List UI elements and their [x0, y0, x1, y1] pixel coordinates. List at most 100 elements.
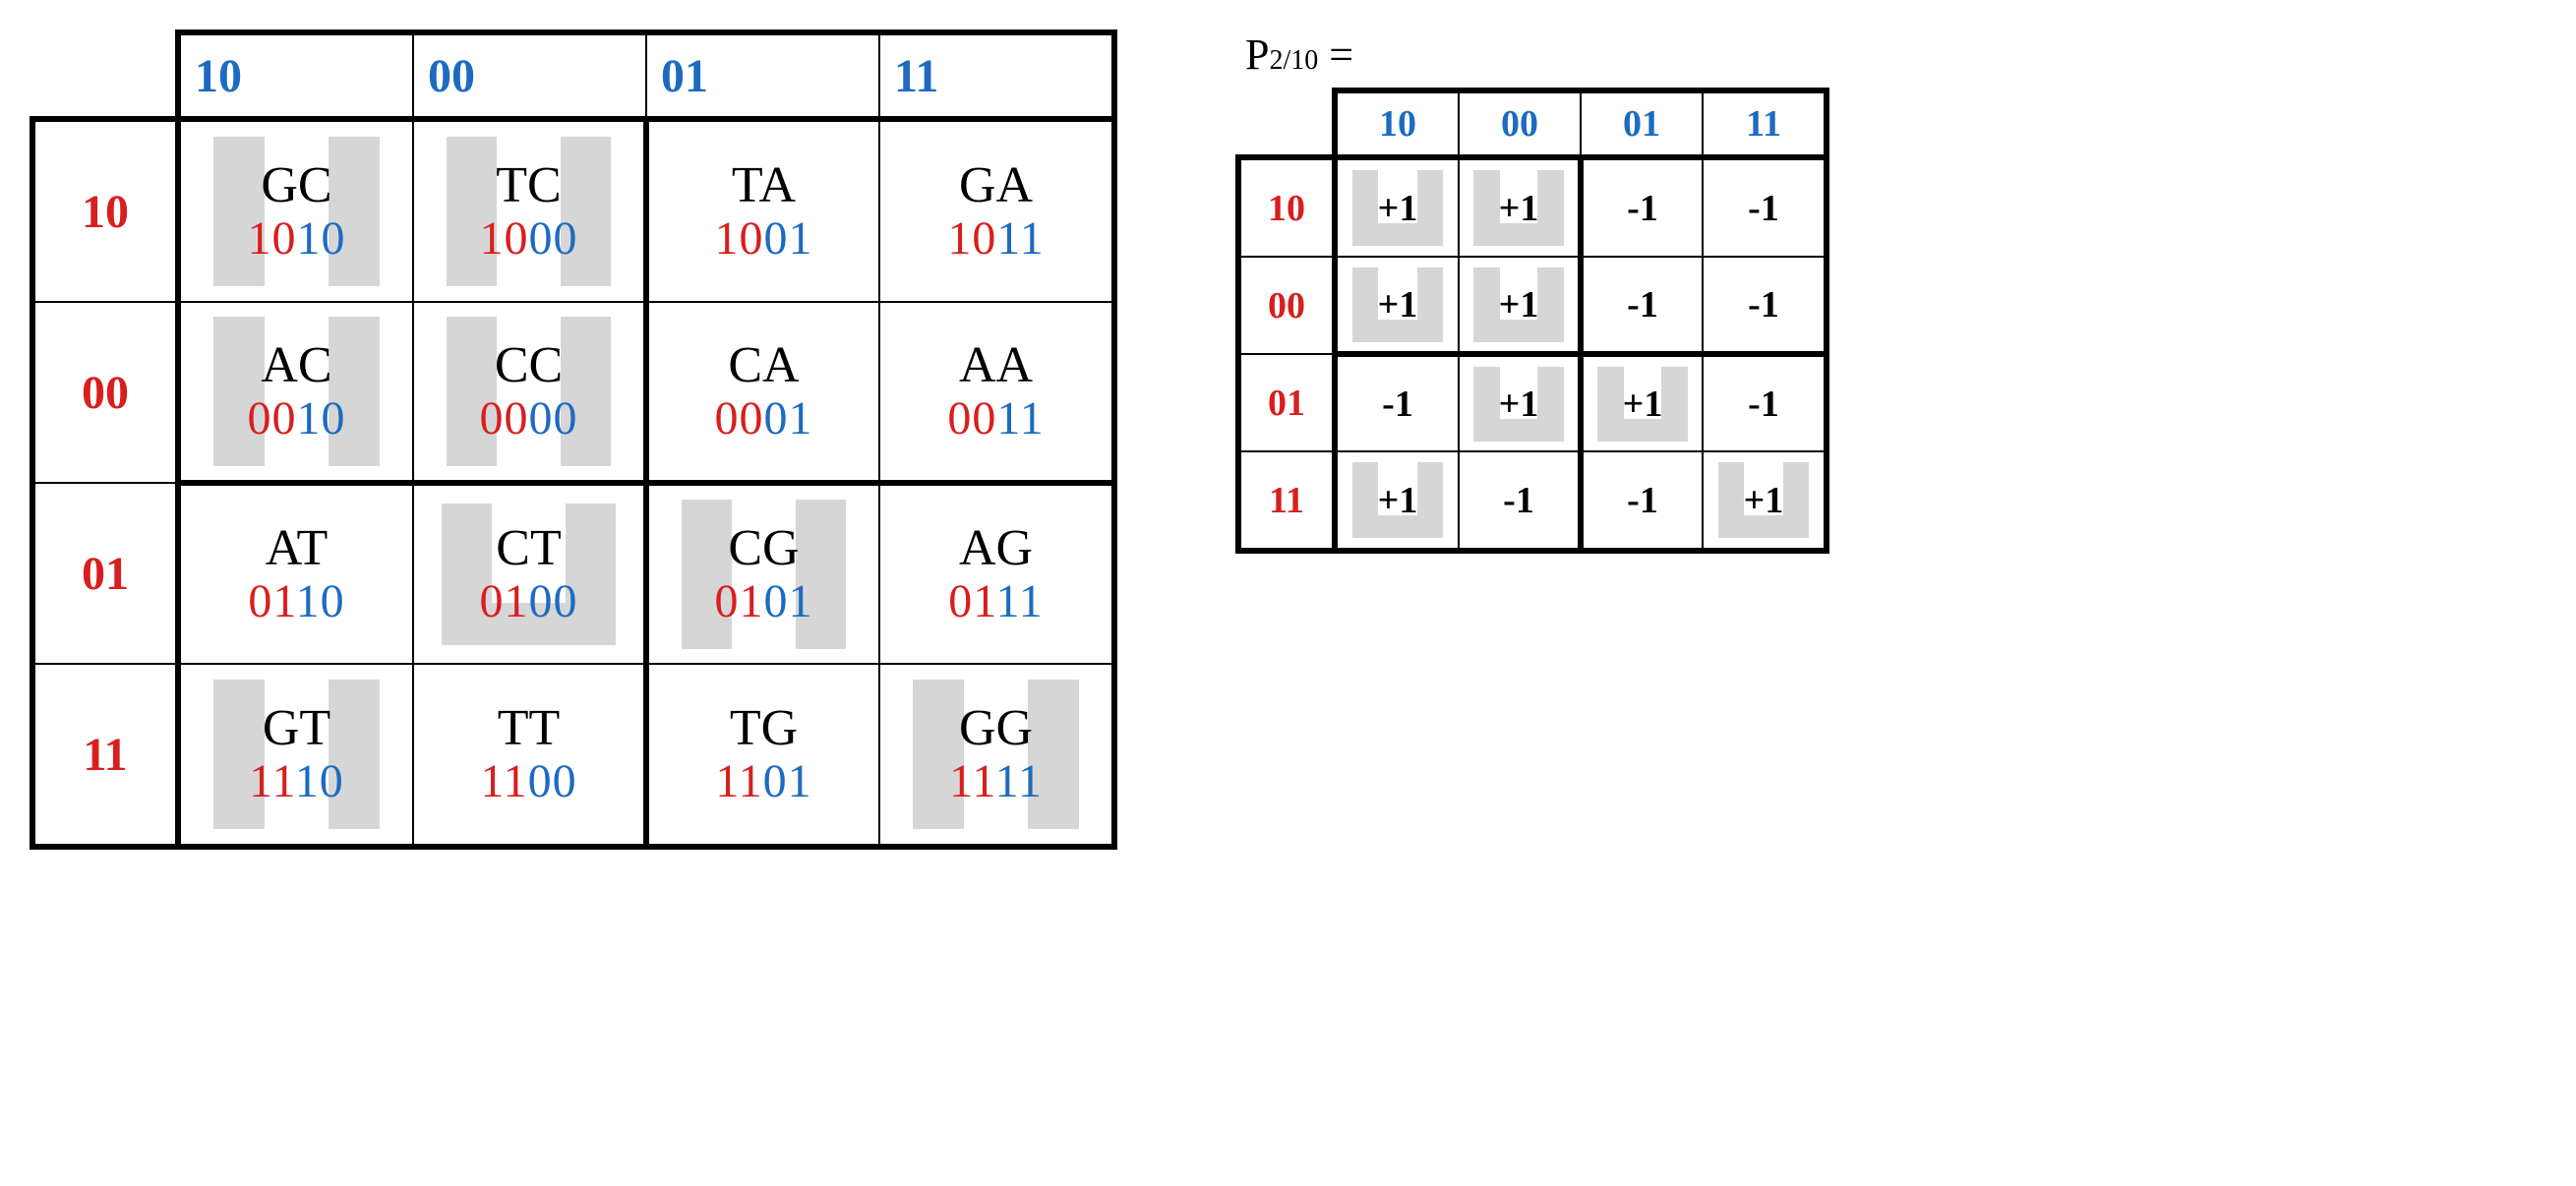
left-cell-3-3: GG1111	[879, 664, 1114, 847]
left-cell-bits: 0110	[248, 578, 344, 625]
right-cell-1-1: +1	[1459, 257, 1581, 354]
left-cell-bits: 1000	[480, 215, 578, 263]
right-table-wrap: P2/10 = 10 00 01 11 10+1+1-1-100+1+1-1-1…	[1235, 30, 1829, 554]
left-cell-2-3: AG0111	[879, 483, 1114, 664]
left-cell-bits: 0011	[947, 395, 1044, 443]
left-cell-0-0: GC1010	[178, 119, 413, 302]
right-cell-2-3: -1	[1703, 354, 1827, 451]
left-cell-bits: 0001	[715, 395, 813, 443]
left-corner	[32, 32, 178, 119]
left-colhdr-0: 10	[178, 32, 413, 119]
left-cell-bits: 1101	[715, 758, 811, 805]
left-cell-bits: 0000	[480, 395, 578, 443]
right-cell-3-0: +1	[1335, 451, 1459, 551]
right-cell-1-0: +1	[1335, 257, 1459, 354]
left-cell-pair: AC	[261, 340, 331, 391]
left-cell-1-1: CC0000	[413, 302, 646, 483]
right-cell-value: -1	[1627, 479, 1658, 522]
left-cell-2-0: AT0110	[178, 483, 413, 664]
left-cell-2-2: CG0101	[646, 483, 879, 664]
left-cell-pair: TA	[732, 160, 796, 211]
right-colhdr-2: 01	[1581, 90, 1703, 157]
left-cell-2-1: CT0100	[413, 483, 646, 664]
left-cell-bits: 0111	[948, 578, 1043, 625]
left-rowhdr-0: 10	[32, 119, 178, 302]
right-cell-3-1: -1	[1459, 451, 1581, 551]
right-rowhdr-1: 00	[1238, 257, 1335, 354]
right-colhdr-1: 00	[1459, 90, 1581, 157]
left-rowhdr-1: 00	[32, 302, 178, 483]
left-cell-3-1: TT1100	[413, 664, 646, 847]
left-cell-bits: 1011	[947, 215, 1044, 263]
left-cell-bits: 1110	[249, 758, 343, 805]
left-cell-1-3: AA0011	[879, 302, 1114, 483]
left-cell-bits: 0100	[480, 578, 578, 625]
left-cell-0-1: TC1000	[413, 119, 646, 302]
right-cell-1-2: -1	[1581, 257, 1703, 354]
left-table: 10 00 01 11 10GC1010TC1000TA1001GA101100…	[30, 30, 1117, 850]
left-cell-0-3: GA1011	[879, 119, 1114, 302]
right-title-sub: 2/10	[1269, 45, 1318, 76]
right-cell-0-0: +1	[1335, 157, 1459, 257]
right-cell-value: -1	[1627, 283, 1658, 326]
right-table: 10 00 01 11 10+1+1-1-100+1+1-1-101-1+1+1…	[1235, 88, 1829, 554]
right-cell-value: -1	[1503, 479, 1534, 522]
left-cell-pair: GT	[263, 703, 330, 754]
right-cell-0-3: -1	[1703, 157, 1827, 257]
left-cell-0-2: TA1001	[646, 119, 879, 302]
right-cell-2-1: +1	[1459, 354, 1581, 451]
right-cell-2-0: -1	[1335, 354, 1459, 451]
right-cell-value: -1	[1748, 283, 1779, 326]
left-cell-bits: 1111	[949, 758, 1043, 805]
left-colhdr-2: 01	[646, 32, 879, 119]
right-cell-1-3: -1	[1703, 257, 1827, 354]
right-title: P2/10 =	[1245, 30, 1829, 80]
right-cell-value: -1	[1382, 383, 1413, 426]
right-cell-value: +1	[1744, 479, 1784, 522]
right-cell-value: +1	[1499, 383, 1539, 426]
left-rowhdr-2: 01	[32, 483, 178, 664]
right-colhdr-3: 11	[1703, 90, 1827, 157]
left-cell-1-2: CA0001	[646, 302, 879, 483]
left-cell-pair: CA	[728, 340, 799, 391]
right-cell-value: -1	[1748, 383, 1779, 426]
right-cell-value: -1	[1627, 187, 1658, 230]
right-cell-value: +1	[1378, 187, 1418, 230]
right-cell-3-3: +1	[1703, 451, 1827, 551]
right-cell-value: +1	[1499, 187, 1539, 230]
left-cell-pair: GG	[959, 703, 1033, 754]
right-cell-0-2: -1	[1581, 157, 1703, 257]
right-title-eq: =	[1318, 30, 1353, 79]
left-cell-bits: 1001	[715, 215, 813, 263]
left-cell-bits: 1010	[248, 215, 346, 263]
left-cell-bits: 0010	[248, 395, 346, 443]
right-cell-0-1: +1	[1459, 157, 1581, 257]
left-colhdr-3: 11	[879, 32, 1114, 119]
left-colhdr-1: 00	[413, 32, 646, 119]
left-cell-pair: TT	[498, 703, 561, 754]
left-cell-pair: TC	[496, 160, 561, 211]
left-cell-pair: CT	[496, 523, 561, 574]
right-colhdr-0: 10	[1335, 90, 1459, 157]
right-title-main: P	[1245, 30, 1269, 79]
left-cell-pair: GA	[959, 160, 1033, 211]
right-corner	[1238, 90, 1335, 157]
left-cell-1-0: AC0010	[178, 302, 413, 483]
left-cell-pair: CC	[495, 340, 563, 391]
left-cell-pair: TG	[730, 703, 798, 754]
right-rowhdr-2: 01	[1238, 354, 1335, 451]
left-cell-3-2: TG1101	[646, 664, 879, 847]
right-rowhdr-0: 10	[1238, 157, 1335, 257]
right-rowhdr-3: 11	[1238, 451, 1335, 551]
right-cell-value: +1	[1378, 283, 1418, 326]
left-rowhdr-3: 11	[32, 664, 178, 847]
left-cell-pair: GC	[261, 160, 331, 211]
right-cell-value: -1	[1748, 187, 1779, 230]
right-cell-3-2: -1	[1581, 451, 1703, 551]
left-cell-pair: AT	[266, 523, 329, 574]
right-cell-2-2: +1	[1581, 354, 1703, 451]
left-cell-pair: AG	[959, 523, 1033, 574]
right-cell-value: +1	[1623, 383, 1663, 426]
left-cell-bits: 0101	[715, 578, 813, 625]
left-cell-pair: AA	[959, 340, 1033, 391]
